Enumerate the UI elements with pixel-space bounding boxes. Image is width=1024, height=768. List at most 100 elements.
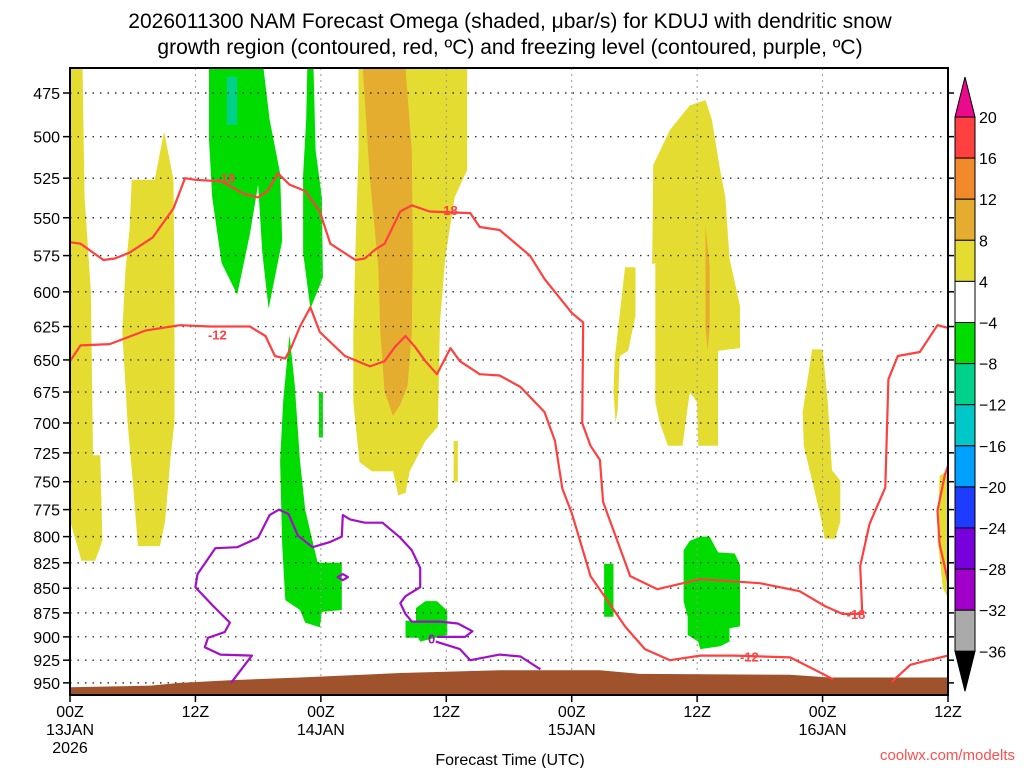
contour-dgz-minus12-c [936, 465, 948, 582]
y-tick-label: 825 [33, 556, 60, 573]
credit-link[interactable]: coolwx.com/modelts [880, 747, 1015, 764]
omega-shade-4-to-8 [613, 267, 636, 423]
chart-title-line2: growth region (contoured, red, ºC) and f… [157, 36, 862, 59]
omega-shade-8-to-12 [705, 225, 710, 351]
x-tick-label: 12Z [683, 704, 711, 721]
colorbar-top-arrow [954, 76, 976, 118]
colorbar-swatch [954, 568, 976, 611]
colorbar-label: −8 [979, 357, 997, 374]
contour-dgz-minus12 [70, 306, 834, 681]
colorbar-swatch [954, 116, 976, 159]
chart-title-line1: 2026011300 NAM Forecast Omega (shaded, μ… [128, 10, 892, 33]
omega-shade-4-to-8 [122, 131, 175, 547]
omega-shade-4-to-8 [453, 441, 458, 482]
colorbar-swatch [954, 527, 976, 570]
y-tick-label: 700 [33, 416, 60, 433]
x-tick-label: 14JAN [297, 722, 345, 739]
plot-frame [69, 67, 949, 696]
contour-dgz-minus18 [70, 172, 948, 616]
x-tick-label: 00Z [558, 704, 586, 721]
omega-shade--4-to--8 [280, 334, 342, 628]
colorbar-label: 12 [979, 192, 997, 209]
contour-label: -18 [847, 607, 866, 622]
colorbar-swatch [954, 363, 976, 406]
colorbar-label: −20 [979, 480, 1006, 497]
colorbar-swatch [954, 445, 976, 488]
y-tick-label: 925 [33, 653, 60, 670]
colorbar-swatch [954, 239, 976, 282]
omega-shade--4-to--8 [318, 392, 323, 438]
x-tick-label: 15JAN [548, 722, 596, 739]
y-tick-label: 550 [33, 211, 60, 228]
omega-shade-4-to-8 [652, 100, 740, 446]
colorbar-swatch [954, 486, 976, 529]
x-tick-label: 12Z [182, 704, 210, 721]
colorbar-bottom-arrow [954, 650, 976, 692]
y-tick-label: 950 [33, 676, 60, 693]
plot-area: -18 -18 -18 -12 -12 0 [70, 68, 948, 695]
colorbar-swatch [954, 157, 976, 200]
colorbar-label: −32 [979, 603, 1006, 620]
omega-shade--8-to--12 [226, 76, 238, 125]
x-tick-label: 00Z [307, 704, 335, 721]
contour-freezing-level-loop [336, 572, 350, 582]
colorbar-swatch [954, 198, 976, 241]
y-tick-label: 900 [33, 630, 60, 647]
y-tick-label: 850 [33, 581, 60, 598]
colorbar-label: −24 [979, 521, 1006, 538]
contour-label: -12 [740, 649, 759, 664]
colorbar: 20 16 12 8 4 −4 −8 −12 −16 −20 −24 −28 −32 −36 [954, 76, 1006, 692]
colorbar-label: −36 [979, 644, 1006, 661]
y-tick-label: 575 [33, 249, 60, 266]
x-tick-label: 12Z [432, 704, 460, 721]
x-tick-label: 2026 [52, 740, 88, 757]
colorbar-swatch [954, 322, 976, 365]
y-tick-label: 525 [33, 171, 60, 188]
omega-shade--4-to--8 [209, 68, 283, 309]
omega-shade-4-to-8 [70, 68, 103, 561]
colorbar-label: 8 [979, 233, 988, 250]
colorbar-label: 16 [979, 151, 997, 168]
contour-label: -18 [216, 171, 235, 186]
colorbar-label: −16 [979, 439, 1006, 456]
plot-content: -18 -18 -18 -12 -12 0 [70, 68, 948, 695]
x-tick-label: 00Z [56, 704, 84, 721]
y-tick-label: 725 [33, 446, 60, 463]
colorbar-label: −4 [979, 316, 997, 333]
colorbar-label: −12 [979, 398, 1006, 415]
y-tick-label: 650 [33, 353, 60, 370]
omega-shade-4-to-8 [802, 349, 841, 539]
colorbar-swatch [954, 609, 976, 652]
colorbar-label: 20 [979, 110, 997, 127]
y-tick-label: 475 [33, 86, 60, 103]
y-tick-label: 800 [33, 530, 60, 547]
colorbar-swatch [954, 280, 976, 323]
y-tick-label: 500 [33, 130, 60, 147]
contour-label: -18 [439, 203, 458, 218]
omega-shade-8-to-12 [362, 68, 413, 416]
x-axis-label: Forecast Time (UTC) [435, 752, 584, 768]
x-tick-label: 12Z [934, 704, 962, 721]
y-tick-label: 750 [33, 475, 60, 492]
y-tick-label: 875 [33, 606, 60, 623]
colorbar-label: 4 [979, 274, 988, 291]
contour-freezing-level-a [194, 508, 474, 684]
contour-dgz-minus12-b [890, 654, 948, 683]
contour-freezing-level-b [435, 640, 541, 671]
x-tick-label: 00Z [809, 704, 837, 721]
axes: 475 500 525 550 575 600 625 650 675 700 725 750 775 8… [33, 67, 962, 757]
omega-shade--4-to--8 [683, 536, 740, 650]
contour-label: 0 [428, 632, 435, 647]
x-tick-label: 13JAN [46, 722, 94, 739]
colorbar-swatch [954, 404, 976, 447]
x-tick-label: 16JAN [799, 722, 847, 739]
terrain [70, 670, 948, 695]
y-tick-label: 600 [33, 285, 60, 302]
omega-shade--4-to--8 [303, 68, 323, 309]
y-tick-label: 675 [33, 385, 60, 402]
contour-label: -12 [208, 328, 227, 343]
omega-shade--4-to--8 [604, 563, 614, 617]
colorbar-label: −28 [979, 562, 1006, 579]
y-tick-label: 775 [33, 503, 60, 520]
